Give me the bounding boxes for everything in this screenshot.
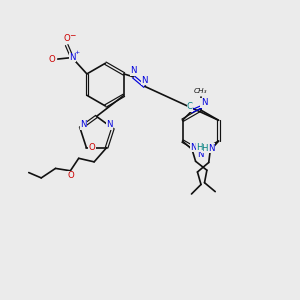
Text: O: O [68,171,74,180]
Text: N: N [201,98,207,107]
Text: C: C [187,102,193,111]
Text: O: O [88,143,95,152]
Text: N: N [130,66,137,75]
Text: N: N [190,142,196,152]
Text: CH₃: CH₃ [194,88,207,94]
Text: −: − [69,31,75,40]
Text: H: H [202,144,208,153]
Text: N: N [106,120,112,129]
Text: N: N [80,120,87,129]
Text: N: N [197,150,204,159]
Text: N: N [208,144,215,153]
Text: O: O [48,55,55,64]
Text: +: + [75,50,80,55]
Text: N: N [142,76,148,85]
Text: H: H [196,142,203,152]
Text: O: O [63,34,70,43]
Text: N: N [69,53,76,62]
